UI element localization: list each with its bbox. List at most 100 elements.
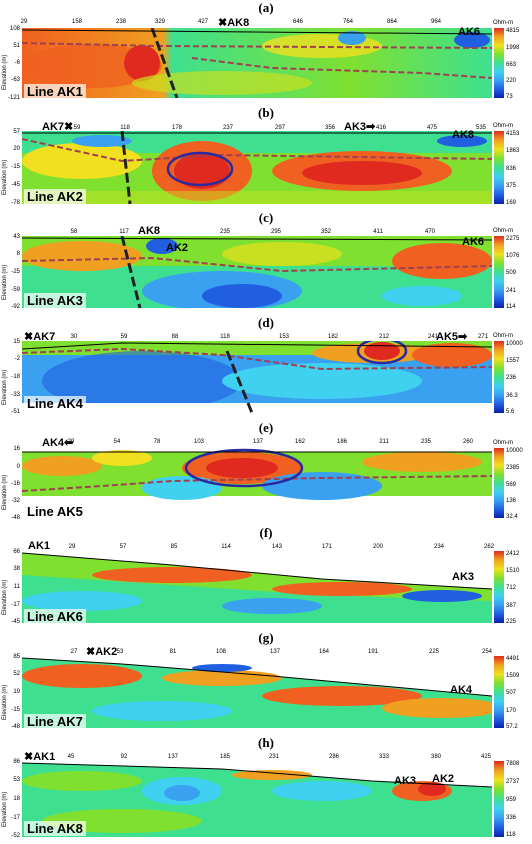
x-tick: 646	[292, 19, 304, 25]
unit-label: Ohm-m	[493, 440, 513, 446]
x-tick: 225	[428, 649, 440, 655]
line-title: Line AK2	[24, 189, 86, 204]
y-tick: 85	[13, 654, 20, 660]
marker-ak3: AK3	[394, 775, 416, 787]
y-tick: 52	[13, 671, 20, 677]
color-tick: 10000	[506, 341, 523, 347]
x-tick: 103	[193, 439, 205, 445]
color-tick: 663	[506, 62, 517, 68]
x-tick: 254	[481, 649, 493, 655]
y-tick: -121	[7, 95, 20, 101]
x-tick: 92	[120, 754, 128, 760]
color-tick: 4815	[506, 28, 520, 34]
y-tick: -51	[11, 409, 20, 415]
marker-label: AK6	[462, 236, 485, 248]
color-tick: 57.2	[506, 724, 518, 730]
marker-ak1: ✖AK1	[24, 750, 55, 763]
color-tick: 118	[506, 832, 516, 838]
marker-label: AK8	[452, 129, 475, 141]
line-title: Line AK1	[24, 84, 86, 99]
x-tick: 29	[20, 19, 28, 25]
arrow-right-icon: ➡	[366, 121, 376, 133]
marker-label: AK1	[33, 751, 56, 763]
y-tick: -48	[11, 724, 20, 730]
cross-icon: ✖	[64, 121, 74, 133]
x-tick: 57	[119, 544, 127, 550]
color-tick: 1557	[506, 358, 520, 364]
color-tick: 2385	[506, 465, 520, 471]
color-scale	[494, 236, 504, 308]
y-tick: 19	[13, 689, 20, 695]
marker-ak7: ✖AK7	[24, 330, 55, 343]
marker-label: AK6	[458, 26, 481, 38]
x-tick: 45	[67, 754, 75, 760]
x-tick: 200	[372, 544, 384, 550]
x-tick: 427	[197, 19, 209, 25]
y-tick: -45	[11, 182, 20, 188]
resistivity-section	[22, 236, 492, 308]
y-tick: 86	[13, 759, 20, 765]
panel-letter: (e)	[258, 420, 274, 435]
panel-a: (a) Elevation (m) Line AK1 ✖AK8 AK6 29 1…	[0, 0, 532, 105]
x-tick: 27	[70, 649, 78, 655]
y-tick: 20	[13, 146, 20, 152]
y-tick: 16	[13, 446, 20, 452]
color-tick: 1076	[506, 253, 520, 259]
y-tick: 51	[13, 43, 20, 49]
color-tick: 136	[506, 498, 517, 504]
x-tick: 158	[71, 19, 83, 25]
color-tick: 170	[506, 708, 517, 714]
color-tick: 225	[506, 619, 517, 625]
x-tick: 964	[430, 19, 442, 25]
marker-label: AK7	[33, 331, 56, 343]
x-tick: 118	[220, 334, 230, 340]
marker-ak2: AK2	[432, 773, 454, 785]
marker-ak5: AK5➡	[436, 330, 467, 343]
line-title: Line AK3	[24, 293, 86, 308]
color-tick: 1509	[506, 673, 520, 679]
marker-label: AK4	[450, 684, 473, 696]
arrow-left-icon: ⬅	[64, 437, 74, 449]
x-tick: 143	[271, 544, 283, 550]
color-tick: 509	[506, 270, 517, 276]
panel-letter: (c)	[258, 210, 274, 225]
y-tick: -63	[11, 77, 20, 83]
y-tick: -45	[11, 619, 20, 625]
y-tick: -6	[14, 60, 20, 66]
x-tick: 475	[426, 125, 438, 131]
y-tick: -78	[11, 200, 20, 206]
x-tick: 59	[120, 334, 128, 340]
resistivity-section	[22, 446, 492, 518]
x-tick: 118	[120, 125, 130, 131]
line-title: Line AK7	[24, 714, 86, 729]
section-graphic	[22, 131, 492, 204]
x-tick: 411	[373, 229, 383, 235]
x-tick: 235	[420, 439, 432, 445]
color-scale	[494, 131, 504, 204]
y-tick: -59	[11, 287, 20, 293]
color-tick: 1863	[506, 148, 520, 154]
x-tick: 262	[483, 544, 495, 550]
marker-label: AK8	[227, 17, 250, 29]
x-tick: 237	[222, 125, 234, 131]
y-tick: -32	[11, 498, 20, 504]
x-tick: 260	[462, 439, 474, 445]
x-tick: 185	[219, 754, 231, 760]
x-tick: 234	[433, 544, 445, 550]
resistivity-section	[22, 656, 492, 728]
x-tick: 85	[170, 544, 178, 550]
y-tick: 53	[13, 777, 20, 783]
section-graphic	[22, 28, 492, 98]
section-graphic	[22, 656, 492, 728]
cross-icon: ✖	[86, 646, 96, 658]
color-scale	[494, 551, 504, 623]
marker-label: AK3	[344, 121, 367, 133]
color-tick: 836	[506, 166, 517, 172]
marker-ak4: AK4	[450, 684, 472, 696]
y-tick: -25	[11, 269, 20, 275]
x-tick: 470	[424, 229, 436, 235]
line-title: Line AK5	[24, 504, 86, 519]
x-tick: 171	[321, 544, 333, 550]
color-tick: 36.3	[506, 393, 518, 399]
y-tick: 108	[9, 26, 20, 32]
